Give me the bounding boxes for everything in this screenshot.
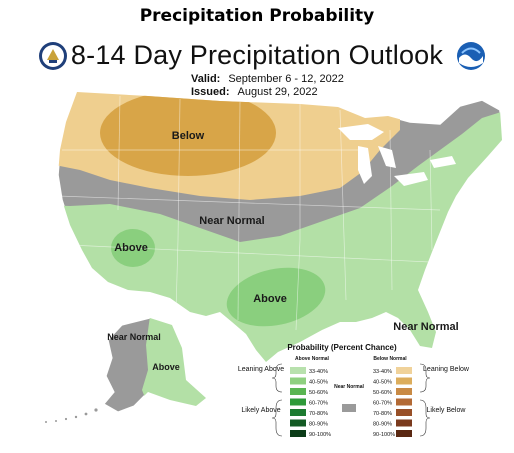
legend-below-swatch: [396, 398, 412, 406]
legend-above-swatch: [290, 388, 306, 395]
valid-value: September 6 - 12, 2022: [228, 73, 344, 85]
issued-value: August 29, 2022: [237, 86, 318, 98]
legend-above-likely-bracket: [271, 399, 283, 437]
label-above-southwest: Above: [114, 242, 148, 254]
legend-below-swatch: [396, 388, 412, 395]
legend-below-swatch: [396, 377, 412, 385]
legend-leaning-above-label: Leaning Above: [238, 366, 284, 373]
legend: Probability (Percent Chance) Above Norma…: [238, 343, 470, 438]
legend-above-swatch: [290, 430, 306, 437]
legend-above-range: 50-60%: [309, 390, 328, 396]
legend-below-range: 60-70%: [373, 401, 392, 407]
legend-below-range: 40-50%: [373, 380, 392, 386]
legend-above-swatch: [290, 419, 306, 427]
legend-below-leaning-bracket: [419, 363, 431, 393]
legend-below-range: 90-100%: [373, 432, 395, 438]
noaa-logo-icon: [457, 42, 485, 70]
label-near-normal-southeast: Near Normal: [393, 321, 458, 333]
legend-above-swatch: [290, 409, 306, 416]
valid-label: Valid:: [191, 73, 221, 85]
legend-above-header: Above Normal: [295, 356, 330, 362]
state-boundaries: [58, 95, 441, 331]
legend-below-range: 70-80%: [373, 411, 392, 417]
legend-above-range: 80-90%: [309, 422, 328, 428]
issued-date-line: Issued: August 29, 2022: [191, 86, 318, 98]
label-above-alaska: Above: [152, 362, 180, 372]
legend-above-swatch: [290, 367, 306, 374]
valid-date-line: Valid: September 6 - 12, 2022: [191, 73, 344, 85]
aleutian-islands: [45, 408, 98, 423]
legend-below-range: 50-60%: [373, 390, 392, 396]
below-likely-core: [100, 92, 276, 176]
legend-below-range: 80-90%: [373, 422, 392, 428]
above-core-texas: [226, 267, 326, 327]
legend-above-swatch: [290, 377, 306, 385]
legend-below-header: Below Normal: [373, 356, 407, 362]
legend-above-swatch: [290, 398, 306, 406]
legend-above-range: 90-100%: [309, 432, 331, 438]
page-heading: Precipitation Probability: [139, 6, 375, 26]
label-below-north: Below: [172, 130, 205, 142]
legend-near-swatch: [342, 404, 356, 412]
issued-label: Issued:: [191, 86, 230, 98]
legend-below-swatch: [396, 367, 412, 374]
legend-above-range: 60-70%: [309, 401, 328, 407]
legend-above-range: 70-80%: [309, 411, 328, 417]
legend-above-range: 40-50%: [309, 380, 328, 386]
legend-below-swatch: [396, 409, 412, 416]
label-near-normal-center: Near Normal: [199, 215, 264, 227]
legend-likely-above-label: Likely Above: [241, 407, 280, 414]
legend-below-likely-bracket: [419, 399, 431, 437]
legend-below-range: 33-40%: [373, 369, 392, 375]
legend-title: Probability (Percent Chance): [287, 343, 397, 352]
label-above-texas: Above: [253, 293, 287, 305]
legend-likely-below-label: Likely Below: [427, 407, 467, 414]
legend-below-swatch: [396, 430, 412, 437]
legend-above-range: 33-40%: [309, 369, 328, 375]
label-near-normal-alaska: Near Normal: [107, 332, 161, 342]
legend-above-leaning-bracket: [271, 363, 283, 393]
great-lakes: [338, 124, 456, 186]
legend-near-label: Near Normal: [334, 384, 364, 390]
department-of-commerce-seal-icon: [39, 42, 67, 70]
map-title: 8-14 Day Precipitation Outlook: [70, 40, 444, 70]
legend-leaning-below-label: Leaning Below: [423, 366, 470, 373]
legend-below-swatch: [396, 419, 412, 427]
